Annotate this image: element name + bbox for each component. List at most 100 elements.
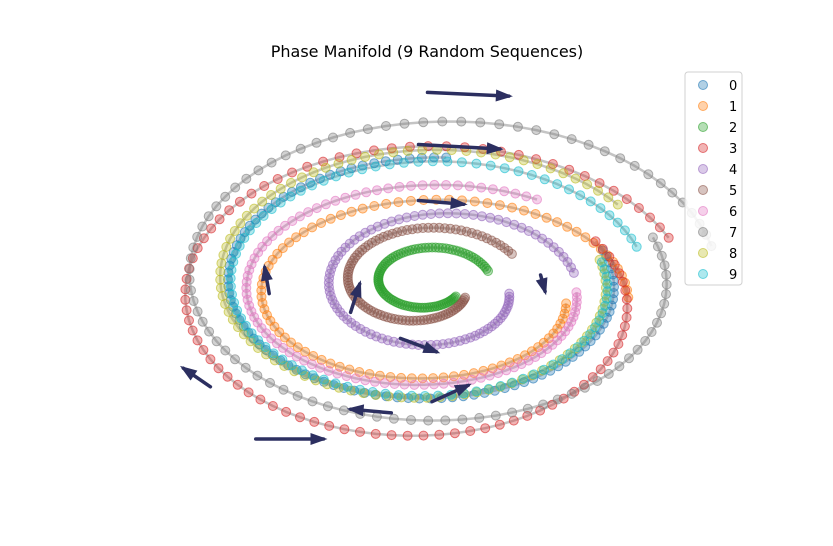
- data-point-series-3: [617, 330, 628, 341]
- data-point-series-1: [469, 196, 480, 207]
- data-point-series-3: [206, 223, 217, 234]
- data-point-series-8: [360, 151, 371, 162]
- data-point-series-7: [661, 269, 672, 280]
- data-point-series-9: [285, 191, 296, 202]
- data-point-series-3: [222, 371, 233, 382]
- data-point-series-4: [434, 208, 445, 219]
- data-point-series-0: [416, 152, 427, 163]
- data-point-series-7: [624, 353, 634, 364]
- data-point-series-8: [518, 155, 529, 166]
- data-point-series-9: [572, 342, 583, 353]
- data-point-series-7: [632, 344, 643, 355]
- data-point-series-3: [267, 401, 278, 411]
- data-point-series-7: [549, 129, 560, 140]
- data-point-series-7: [552, 394, 563, 405]
- legend-label: 7: [729, 226, 737, 241]
- data-point-series-3: [597, 243, 608, 254]
- data-point-series-3: [590, 236, 601, 247]
- data-point-series-9: [585, 329, 596, 340]
- data-point-series-1: [393, 197, 404, 208]
- data-point-series-3: [480, 423, 491, 434]
- data-point-series-6: [399, 379, 410, 390]
- data-point-series-6: [323, 365, 334, 376]
- data-point-series-7: [230, 354, 240, 365]
- data-point-series-3: [513, 149, 524, 160]
- data-point-series-4: [568, 267, 579, 278]
- data-point-series-1: [608, 256, 619, 267]
- chart-title: Phase Manifold (9 Random Sequences): [271, 42, 584, 61]
- data-point-series-8: [603, 192, 614, 203]
- data-point-series-8: [504, 152, 515, 163]
- data-point-series-7: [652, 241, 663, 252]
- data-point-series-7: [652, 317, 662, 328]
- legend-label: 1: [729, 100, 737, 115]
- data-point-series-7: [440, 415, 451, 426]
- data-point-series-4: [442, 208, 453, 219]
- data-point-series-1: [257, 298, 268, 308]
- data-point-series-9: [331, 171, 341, 182]
- legend-marker: [698, 206, 708, 216]
- data-point-series-7: [655, 178, 666, 189]
- legend-item-1: 1: [698, 100, 737, 115]
- data-point-series-8: [374, 149, 384, 160]
- data-point-series-1: [541, 212, 552, 223]
- data-point-series-6: [320, 199, 331, 210]
- data-point-series-9: [513, 166, 524, 177]
- data-point-series-7: [184, 274, 195, 285]
- data-point-series-4: [360, 227, 371, 238]
- data-point-series-6: [303, 207, 314, 218]
- data-point-series-7: [659, 260, 670, 271]
- data-point-series-7: [322, 401, 333, 412]
- data-point-series-9: [419, 391, 430, 401]
- data-point-series-6: [350, 189, 361, 200]
- legend-marker: [698, 227, 708, 237]
- data-point-series-3: [595, 364, 606, 375]
- data-point-series-3: [180, 294, 191, 305]
- trajectory-line-7: [188, 120, 713, 422]
- data-point-series-8: [218, 250, 229, 260]
- data-point-series-9: [357, 164, 368, 175]
- data-point-series-8: [532, 159, 543, 170]
- data-point-series-9: [225, 281, 236, 292]
- data-point-series-9: [600, 300, 611, 311]
- data-point-series-8: [241, 210, 252, 221]
- data-point-series-4: [493, 214, 504, 225]
- data-point-series-6: [475, 372, 486, 383]
- data-point-series-7: [507, 407, 518, 418]
- data-point-series-7: [338, 405, 349, 416]
- data-point-series-3: [621, 194, 632, 205]
- data-point-series-8: [346, 155, 357, 165]
- data-point-series-4: [476, 211, 487, 222]
- data-point-series-8: [299, 371, 310, 381]
- data-point-series-9: [585, 196, 596, 207]
- data-point-series-9: [260, 342, 271, 352]
- data-point-series-6: [406, 180, 416, 191]
- data-point-series-6: [246, 306, 257, 317]
- data-point-series-9: [552, 179, 563, 190]
- data-point-series-9: [244, 225, 255, 236]
- data-point-series-8: [612, 199, 623, 210]
- data-point-series-3: [224, 205, 235, 216]
- direction-arrow: [398, 336, 441, 354]
- data-point-series-6: [306, 359, 317, 370]
- data-point-series-9: [557, 354, 568, 365]
- data-point-series-6: [341, 371, 352, 382]
- data-point-series-1: [316, 218, 327, 228]
- data-point-series-6: [409, 379, 420, 390]
- data-point-series-5: [460, 292, 471, 303]
- data-point-series-7: [211, 201, 222, 212]
- data-point-series-7: [656, 308, 667, 319]
- data-point-series-9: [240, 320, 251, 331]
- data-point-series-9: [499, 163, 510, 174]
- data-point-series-4: [509, 219, 520, 230]
- data-point-series-8: [249, 203, 260, 214]
- data-point-series-6: [441, 180, 452, 190]
- data-point-series-1: [405, 195, 416, 206]
- data-point-series-1: [325, 213, 336, 224]
- data-point-series-7: [603, 368, 614, 379]
- data-point-series-4: [459, 209, 470, 219]
- data-point-series-4: [451, 208, 462, 219]
- data-point-series-9: [602, 286, 613, 297]
- data-point-series-6: [438, 378, 449, 389]
- data-point-series-6: [510, 188, 521, 199]
